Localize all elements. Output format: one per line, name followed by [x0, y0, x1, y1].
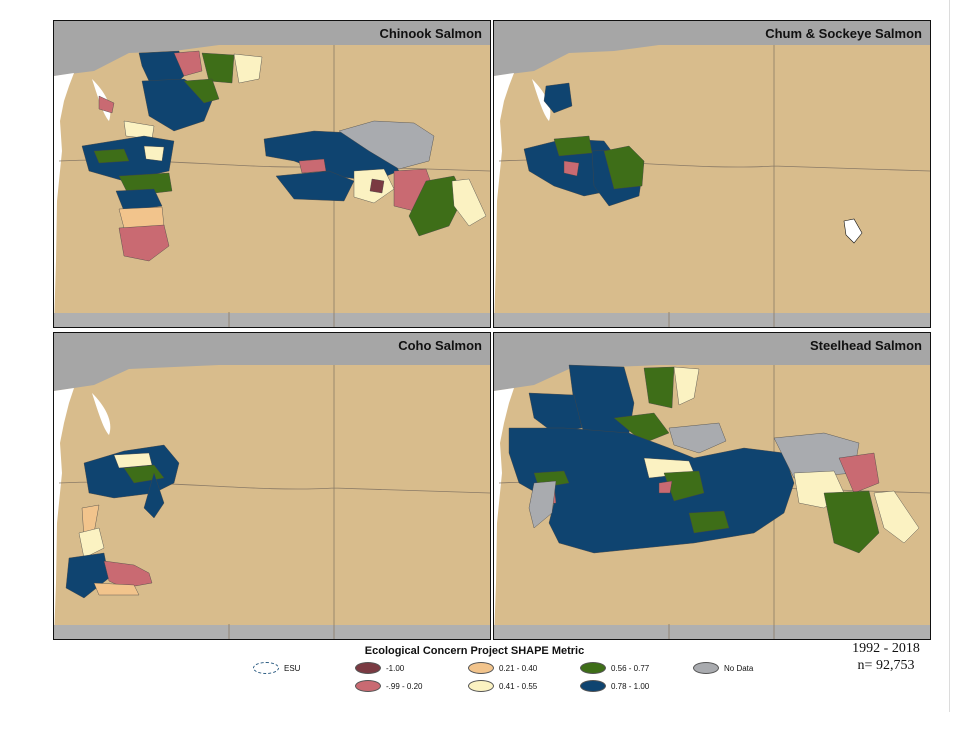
watershed [201, 52, 235, 84]
canada-region [54, 21, 490, 76]
watershed [93, 148, 130, 164]
california-region [54, 625, 490, 639]
canada-region [494, 333, 930, 391]
california-region [54, 313, 490, 327]
legend-item: -1.00 [355, 662, 404, 674]
puget-sound [532, 79, 551, 121]
legend-label: No Data [724, 663, 754, 673]
watershed [673, 366, 700, 406]
watershed [603, 145, 645, 190]
legend-item: 0.78 - 1.00 [580, 680, 649, 692]
watershed [528, 480, 557, 529]
ocean [54, 388, 74, 639]
california-region [494, 625, 930, 639]
state-boundaries [58, 365, 490, 639]
legend-item: -.99 - 0.20 [355, 680, 422, 692]
watershed [103, 560, 153, 589]
watershed [823, 490, 880, 554]
watershed [408, 175, 465, 237]
panel-title: Coho Salmon [398, 338, 482, 353]
watershed [173, 50, 203, 77]
california-region [494, 313, 930, 327]
legend-label: 0.41 - 0.55 [499, 681, 538, 691]
legend-title: Ecological Concern Project SHAPE Metric [364, 645, 585, 657]
watershed [873, 490, 920, 544]
watershed [543, 82, 573, 114]
watershed [143, 472, 165, 519]
panel-title: Chum & Sockeye Salmon [765, 26, 922, 41]
watershed [98, 95, 115, 114]
watershed [78, 527, 105, 559]
watershed [275, 170, 355, 202]
legend-label: 0.78 - 1.00 [611, 681, 650, 691]
map-panel-chinook: Chinook Salmon [53, 20, 491, 328]
watershed [183, 78, 220, 104]
legend-label: -.99 - 0.20 [386, 681, 423, 691]
watershed [233, 53, 263, 84]
ocean [494, 388, 514, 639]
watershed [843, 218, 863, 244]
legend-item-esu: ESU [253, 662, 300, 674]
puget-sound [92, 393, 111, 435]
legend-item: 0.56 - 0.77 [580, 662, 649, 674]
legend-label: 0.21 - 0.40 [499, 663, 538, 673]
panel-title: Chinook Salmon [379, 26, 482, 41]
watershed [143, 145, 165, 162]
map-panel-steelhead: Steelhead Salmon [493, 332, 931, 640]
watershed [643, 366, 675, 409]
map-chum-sockeye [494, 21, 930, 327]
map-chinook [54, 21, 490, 327]
legend-swatch [468, 680, 494, 692]
watershed [553, 135, 593, 157]
watershed [451, 178, 487, 227]
legend-swatch [355, 680, 381, 692]
panel-title: Steelhead Salmon [810, 338, 922, 353]
watershed [688, 510, 730, 534]
map-steelhead [494, 333, 930, 639]
legend-swatch [253, 662, 279, 674]
watershed [93, 582, 140, 596]
watershed [838, 452, 880, 494]
watershed [663, 470, 705, 502]
legend-item: No Data [693, 662, 753, 674]
ocean [494, 73, 514, 327]
legend-label: 0.56 - 0.77 [611, 663, 650, 673]
watershed [369, 178, 385, 194]
legend-swatch [580, 662, 606, 674]
map-panel-coho: Coho Salmon [53, 332, 491, 640]
sample-size: n= 92,753 [857, 658, 915, 673]
legend-swatch [355, 662, 381, 674]
watershed [668, 422, 727, 454]
watershed [658, 480, 673, 494]
canada-region [54, 333, 490, 391]
page-border-line [949, 0, 950, 712]
map-panel-chum-sockeye: Chum & Sockeye Salmon [493, 20, 931, 328]
legend-item: 0.21 - 0.40 [468, 662, 537, 674]
watershed [123, 120, 155, 140]
legend-label: ESU [284, 663, 301, 673]
watershed [118, 206, 165, 229]
watershed [298, 158, 327, 174]
ocean [54, 73, 74, 327]
canada-region [494, 21, 930, 76]
watershed [528, 392, 583, 434]
stats-block: 1992 - 2018 n= 92,753 [846, 640, 926, 674]
year-range: 1992 - 2018 [852, 641, 920, 656]
legend-label: -1.00 [386, 663, 405, 673]
legend-swatch [580, 680, 606, 692]
watershed [115, 188, 163, 212]
legend-item: 0.41 - 0.55 [468, 680, 537, 692]
watershed [563, 160, 580, 177]
watershed [338, 120, 435, 170]
watershed [118, 224, 170, 262]
map-coho [54, 333, 490, 639]
legend-swatch [693, 662, 719, 674]
legend-swatch [468, 662, 494, 674]
